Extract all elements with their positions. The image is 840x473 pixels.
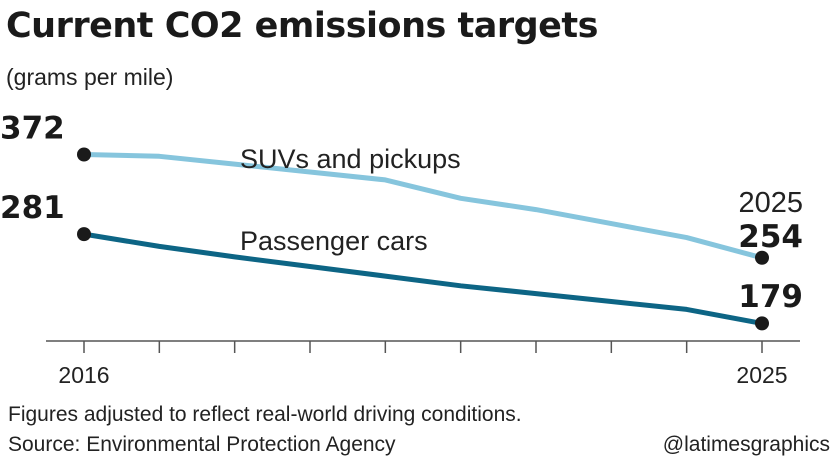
credit-line: @latimesgraphics [662,433,830,456]
x-tick-label-end: 2025 [736,362,787,388]
end-point-suvs [755,250,769,265]
footnote: Figures adjusted to reflect real-world d… [8,403,522,426]
series-line-suvs [81,152,765,261]
chart-subtitle: (grams per mile) [6,64,174,90]
series-label-suvs: SUVs and pickups [240,144,461,174]
end-value-label-cars: 179 [738,279,803,315]
start-point-cars [77,227,91,242]
source-line: Source: Environmental Protection Agency [8,433,396,456]
end-point-cars [755,316,769,331]
chart-title: Current CO2 emissions targets [6,6,598,46]
series-line-cars [81,231,765,326]
series-label-cars: Passenger cars [240,226,428,256]
start-value-label-cars: 281 [0,190,65,226]
end-value-label-suvs: 254 [738,219,803,255]
start-point-suvs [77,147,91,162]
end-year-label: 2025 [738,187,803,219]
start-value-label-suvs: 372 [0,111,65,147]
x-tick-label-start: 2016 [58,362,109,388]
